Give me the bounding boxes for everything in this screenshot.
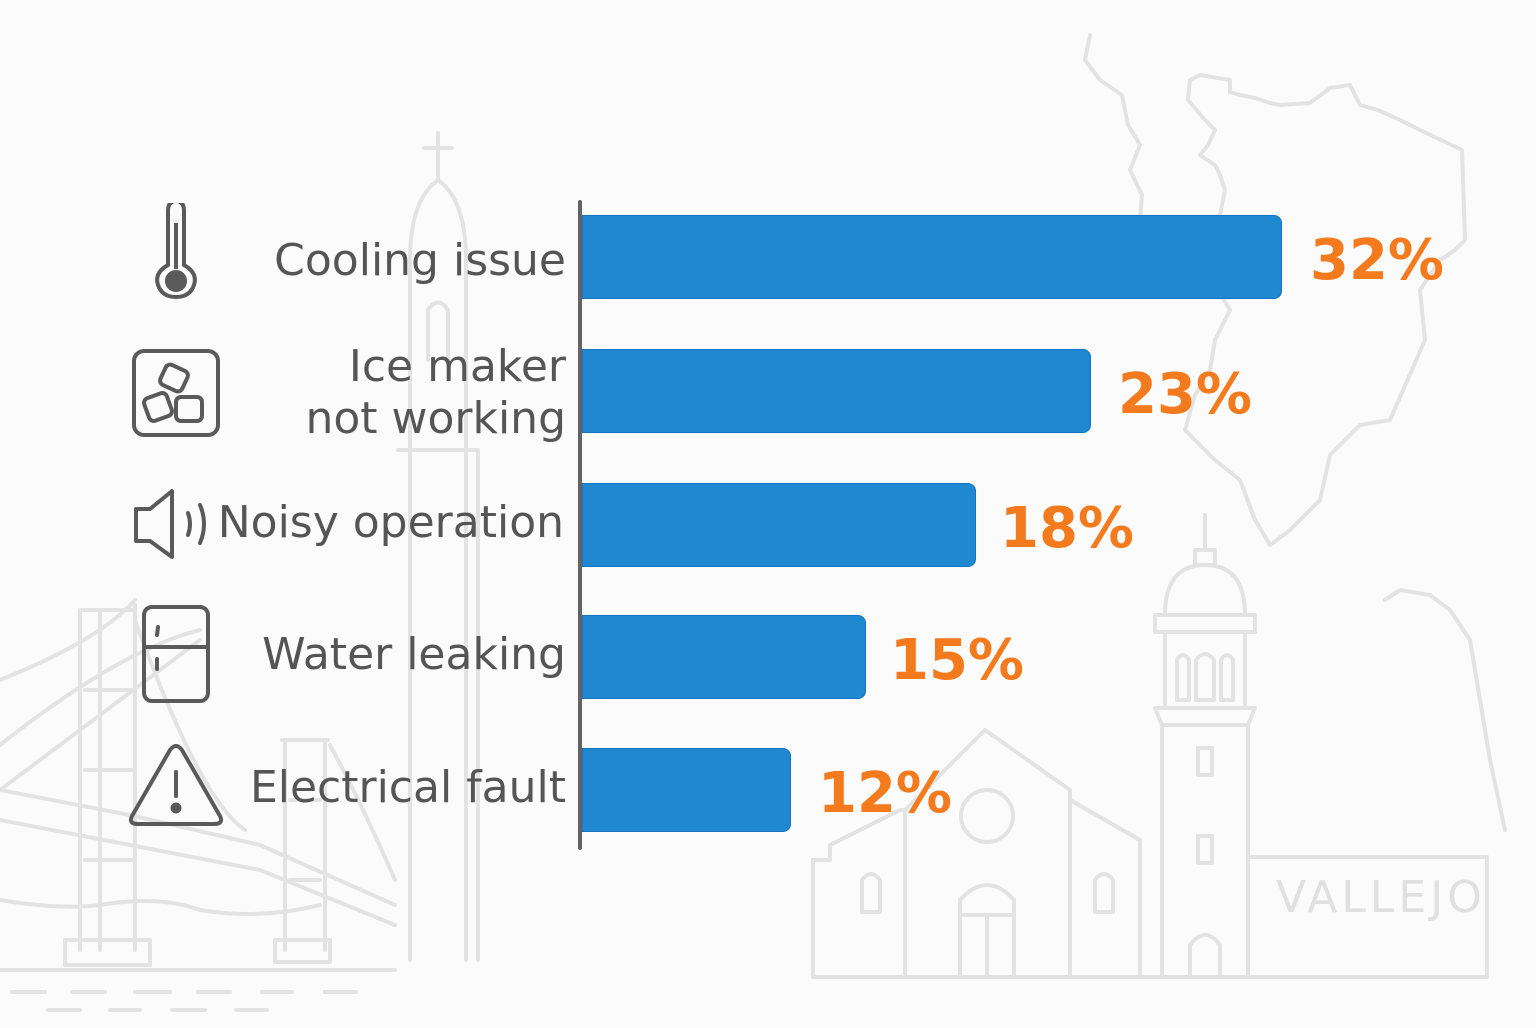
category-label-line2: not working [305, 393, 566, 444]
value-label: 12% [818, 761, 953, 826]
bar-row-ice-maker: Ice maker not working 23% [0, 341, 1536, 444]
ice-cubes-icon [128, 349, 224, 445]
value-label: 32% [1310, 228, 1445, 293]
bar-row-noisy-operation: Noisy operation 18% [0, 483, 1536, 573]
category-label: Cooling issue [274, 235, 566, 286]
category-label: Water leaking [262, 629, 566, 680]
bar-row-water-leaking: Water leaking 15% [0, 605, 1536, 705]
bar [582, 349, 1091, 433]
warning-triangle-icon [128, 744, 224, 828]
value-label: 18% [1000, 496, 1135, 561]
bar [582, 615, 866, 699]
value-label: 23% [1118, 362, 1253, 427]
city-watermark: VALLEJO [1276, 872, 1486, 923]
speaker-icon [130, 487, 220, 563]
value-label: 15% [890, 628, 1025, 693]
bar [582, 483, 976, 567]
bar-row-cooling-issue: Cooling issue 32% [0, 198, 1536, 305]
category-label-line1: Ice maker [348, 341, 566, 392]
bar-row-electrical-fault: Electrical fault 12% [0, 744, 1536, 838]
bar [582, 215, 1282, 299]
thermometer-icon [128, 198, 224, 300]
category-label: Noisy operation [217, 497, 564, 548]
category-label: Ice maker not working [305, 341, 566, 445]
category-label: Electrical fault [249, 762, 566, 813]
bar [582, 748, 791, 832]
y-axis-line [578, 200, 582, 850]
refrigerator-icon [140, 603, 212, 703]
